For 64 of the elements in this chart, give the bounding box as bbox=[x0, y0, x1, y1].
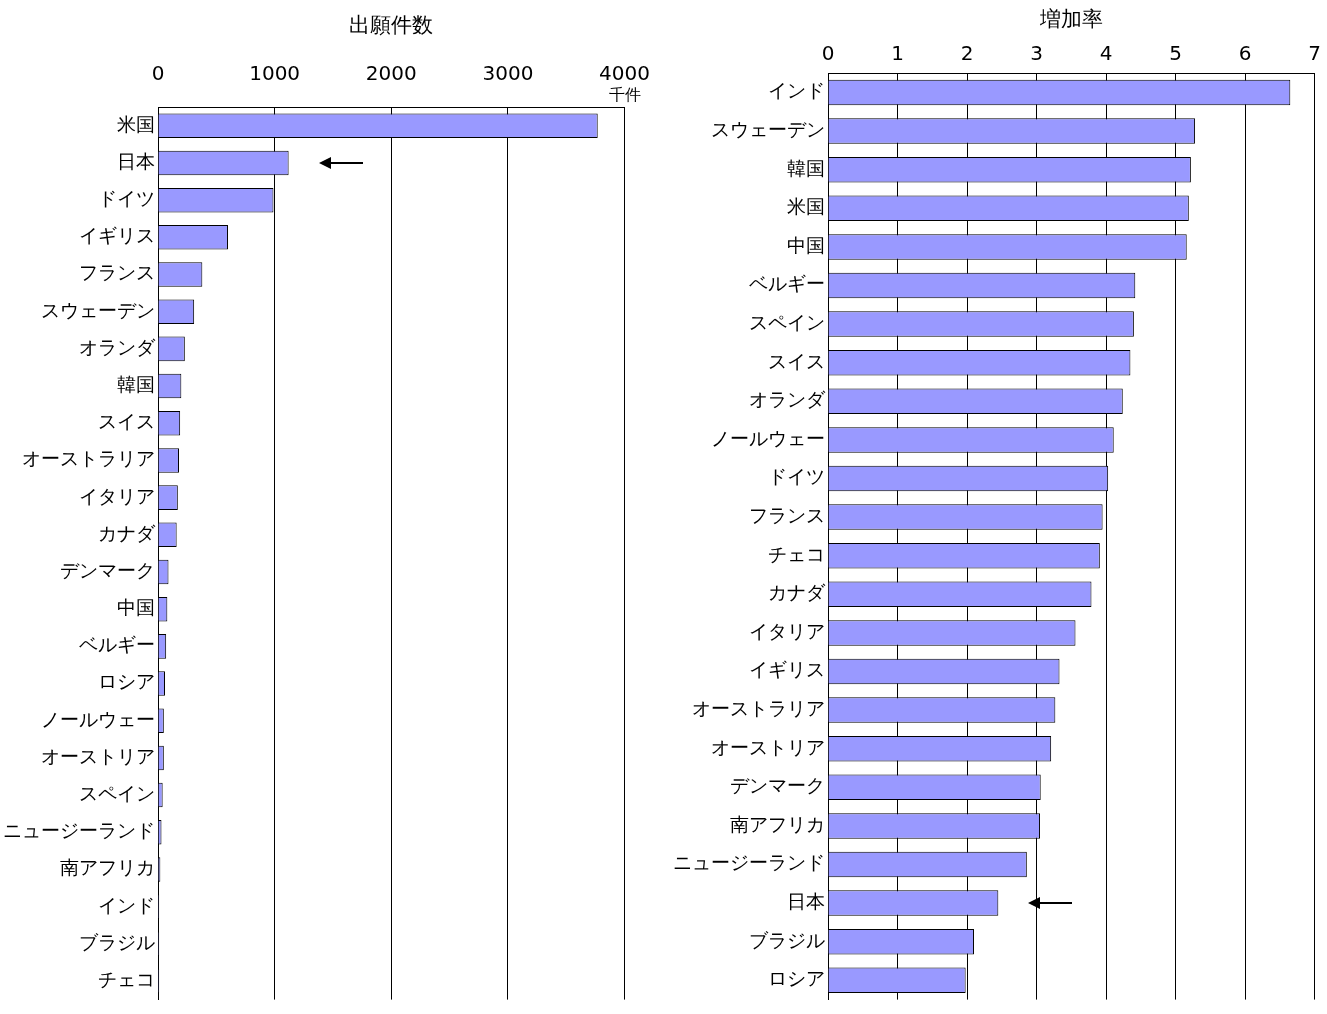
y-tick-label: 韓国 bbox=[787, 156, 825, 179]
y-tick-label: オーストラリア bbox=[22, 447, 155, 470]
y-tick-label: インド bbox=[98, 893, 155, 916]
y-tick-label: ノールウェー bbox=[41, 707, 155, 730]
y-tick-label: 中国 bbox=[787, 233, 825, 256]
x-tick-label: 0 bbox=[821, 41, 835, 66]
y-tick-label: フランス bbox=[749, 504, 825, 527]
x-tick-label: 4 bbox=[1099, 41, 1113, 66]
y-tick-label: スウェーデン bbox=[41, 298, 155, 321]
x-tick-label: 4000 bbox=[599, 61, 650, 86]
x-tick-label: 5 bbox=[1169, 41, 1182, 66]
y-tick-label: ブラジル bbox=[749, 928, 825, 951]
y-tick-label: ブラジル bbox=[79, 930, 155, 953]
y-tick-label: オランダ bbox=[79, 335, 156, 358]
y-tick-label: ロシア bbox=[768, 967, 825, 990]
x-tick-label: 2 bbox=[960, 41, 974, 66]
y-tick-label: ドイツ bbox=[768, 465, 825, 488]
y-tick-label: デンマーク bbox=[730, 774, 825, 797]
y-tick-label: 日本 bbox=[787, 890, 825, 913]
y-tick-label: ニュージーランド bbox=[3, 819, 155, 842]
y-tick-label: カナダ bbox=[768, 581, 826, 604]
x-tick-label: 1 bbox=[891, 41, 904, 66]
y-tick-label: チェコ bbox=[768, 542, 825, 565]
y-tick-label: オーストリア bbox=[41, 744, 155, 767]
y-tick-label: ニュージーランド bbox=[673, 851, 825, 874]
y-tick-label: 日本 bbox=[117, 149, 155, 172]
y-tick-label: オランダ bbox=[749, 388, 826, 411]
y-tick-label: オーストリア bbox=[711, 735, 825, 758]
x-tick-label: 1000 bbox=[249, 61, 301, 86]
y-tick-label: イタリア bbox=[749, 619, 825, 642]
x-tick-label: 2000 bbox=[365, 61, 417, 86]
y-tick-label: オーストラリア bbox=[692, 697, 825, 720]
x-tick-label: 7 bbox=[1308, 41, 1321, 66]
y-tick-label: スペイン bbox=[79, 782, 155, 805]
y-tick-label: スペイン bbox=[749, 311, 825, 334]
y-tick-label: ノールウェー bbox=[711, 426, 825, 449]
x-tick-label: 6 bbox=[1238, 41, 1252, 66]
x-tick-label: 0 bbox=[151, 61, 165, 86]
y-tick-label: 中国 bbox=[117, 596, 155, 619]
x-tick-label: 3000 bbox=[482, 61, 534, 86]
y-tick-label: スイス bbox=[98, 410, 155, 433]
y-tick-label: 米国 bbox=[787, 195, 825, 218]
text: 千件 bbox=[608, 85, 641, 105]
y-tick-label: イギリス bbox=[749, 658, 825, 681]
y-tick-label: 韓国 bbox=[117, 373, 155, 396]
y-tick-label: ベルギー bbox=[749, 272, 825, 295]
x-axis-title: 増加率 bbox=[1038, 7, 1103, 32]
y-tick-label: インド bbox=[768, 79, 825, 102]
y-tick-label: スウェーデン bbox=[711, 118, 825, 141]
y-tick-label: イギリス bbox=[79, 224, 155, 247]
y-tick-label: フランス bbox=[79, 261, 155, 284]
y-tick-label: ドイツ bbox=[98, 187, 155, 210]
x-axis-title: 出願件数 bbox=[349, 13, 434, 38]
y-tick-label: 南アフリカ bbox=[730, 812, 825, 835]
y-tick-label: イタリア bbox=[79, 484, 155, 507]
y-tick-label: デンマーク bbox=[60, 558, 155, 581]
y-tick-label: 南アフリカ bbox=[60, 856, 155, 879]
y-tick-label: ロシア bbox=[98, 670, 155, 693]
x-tick-label: 3 bbox=[1030, 41, 1043, 66]
y-tick-label: ベルギー bbox=[79, 633, 155, 656]
y-tick-label: カナダ bbox=[98, 521, 156, 544]
y-tick-label: 米国 bbox=[117, 112, 155, 135]
y-tick-label: チェコ bbox=[98, 967, 155, 990]
y-tick-label: スイス bbox=[768, 349, 825, 372]
